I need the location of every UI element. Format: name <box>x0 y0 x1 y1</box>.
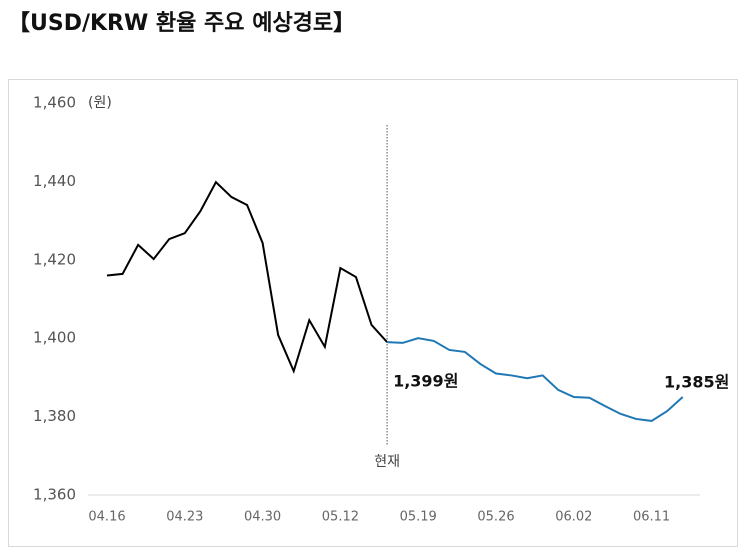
y-tick-label: 1,400 <box>33 329 76 347</box>
value-label: 1,399원 <box>393 372 458 391</box>
y-tick-label: 1,440 <box>33 172 76 190</box>
line-series <box>387 337 684 422</box>
x-tick-label: 04.30 <box>244 510 281 525</box>
chart-frame <box>8 79 738 547</box>
x-tick-label: 05.12 <box>322 510 359 525</box>
chart-title: 【USD/KRW 환율 주요 예상경로】 <box>8 11 355 36</box>
x-tick-label: 04.23 <box>166 510 203 525</box>
value-label: 1,385원 <box>664 373 729 392</box>
y-tick-label: 1,360 <box>33 486 76 504</box>
y-tick-label: 1,420 <box>33 250 76 268</box>
x-tick-label: 06.02 <box>555 510 592 525</box>
y-tick-label: 1,380 <box>33 407 76 425</box>
x-tick-label: 04.16 <box>88 510 125 525</box>
x-tick-label: 05.26 <box>477 510 514 525</box>
annotation: 현재 <box>374 454 400 470</box>
x-tick-label: 05.19 <box>400 510 437 525</box>
y-unit: (원) <box>88 95 112 111</box>
line-series <box>106 180 388 375</box>
x-tick-label: 06.11 <box>633 510 670 525</box>
y-tick-label: 1,460 <box>33 94 76 112</box>
